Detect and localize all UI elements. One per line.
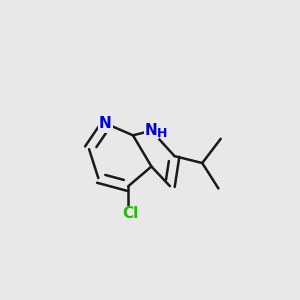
Text: N: N	[145, 123, 158, 138]
Text: Cl: Cl	[122, 206, 139, 221]
Text: H: H	[157, 127, 168, 140]
Text: N: N	[99, 116, 112, 131]
